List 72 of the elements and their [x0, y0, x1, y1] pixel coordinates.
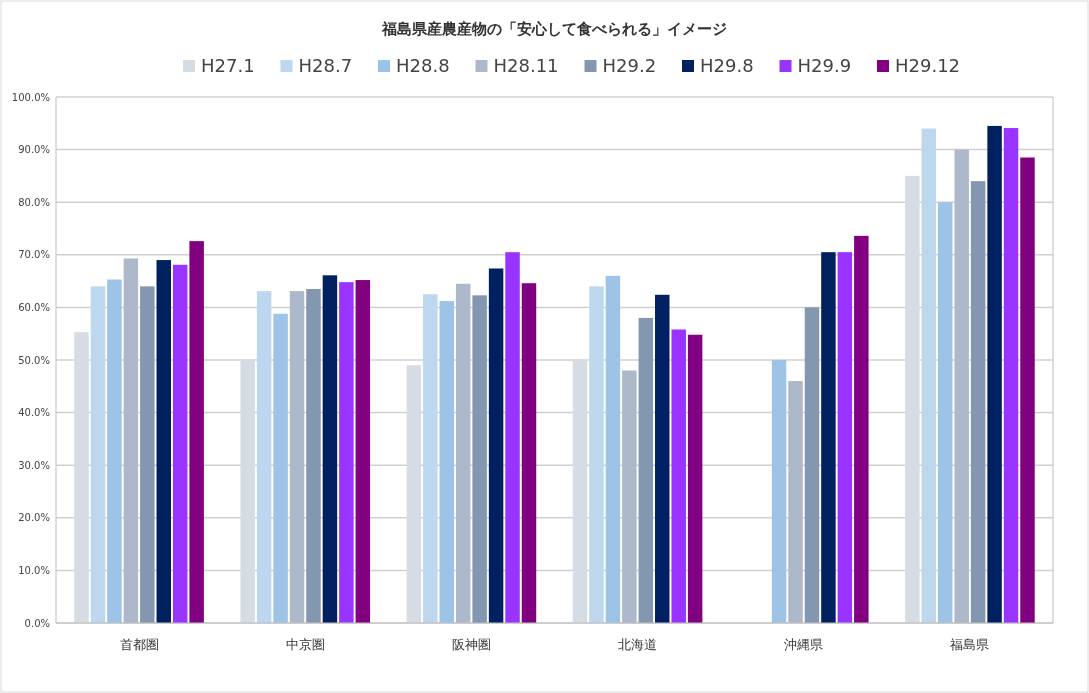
- bar: [837, 252, 853, 623]
- bar: [240, 360, 255, 623]
- bar: [355, 280, 371, 623]
- bar: [788, 381, 803, 623]
- y-tick-label: 10.0%: [18, 564, 50, 576]
- legend-label: H29.2: [602, 55, 657, 77]
- bar: [1003, 128, 1019, 623]
- bar: [107, 279, 122, 623]
- bar: [854, 235, 869, 623]
- bar: [439, 301, 454, 623]
- legend-label: H29.9: [797, 55, 852, 77]
- bar: [488, 268, 504, 623]
- x-tick-label: 中京圏: [285, 637, 325, 652]
- bar: [970, 181, 986, 623]
- y-tick-label: 80.0%: [18, 196, 50, 208]
- y-tick-label: 90.0%: [18, 144, 50, 156]
- y-tick-label: 20.0%: [18, 512, 50, 524]
- bar: [256, 291, 272, 623]
- bar: [289, 291, 305, 623]
- x-tick-label: 沖縄県: [784, 637, 824, 652]
- bar: [804, 307, 820, 623]
- bar: [322, 275, 338, 623]
- bar: [90, 286, 106, 623]
- bar: [306, 288, 321, 623]
- bar: [987, 125, 1002, 623]
- bar: [771, 360, 787, 623]
- y-tick-label: 0.0%: [24, 617, 50, 629]
- bar: [123, 258, 139, 623]
- legend-label: H29.8: [700, 55, 754, 77]
- bar: [140, 286, 155, 623]
- bar: [273, 313, 288, 623]
- y-tick-label: 40.0%: [18, 407, 50, 419]
- x-tick-label: 首都圏: [119, 637, 159, 652]
- bar: [954, 149, 969, 623]
- bar: [589, 286, 604, 623]
- bar: [455, 283, 471, 623]
- bar: [1020, 157, 1035, 623]
- y-tick-label: 50.0%: [18, 354, 50, 366]
- legend-label: H29.12: [895, 55, 961, 77]
- bar: [339, 282, 354, 623]
- y-tick-label: 100.0%: [11, 91, 50, 103]
- bar: [905, 175, 920, 623]
- bar: [622, 370, 637, 623]
- bar: [655, 294, 670, 623]
- x-tick-label: 阪神圏: [451, 637, 491, 652]
- bar: [605, 275, 621, 623]
- y-tick-label: 30.0%: [18, 459, 50, 471]
- bar: [821, 252, 836, 623]
- legend-label: H28.7: [298, 55, 353, 77]
- legend-label: H27.1: [201, 55, 255, 77]
- y-tick-label: 70.0%: [18, 249, 50, 261]
- y-tick-label: 60.0%: [18, 301, 50, 313]
- bar: [189, 241, 204, 623]
- bar: [156, 260, 171, 623]
- bar: [423, 294, 438, 623]
- x-tick-label: 福島県: [950, 637, 990, 652]
- bar: [938, 202, 953, 623]
- bar: [921, 128, 937, 623]
- legend-label: H28.8: [396, 55, 450, 77]
- bar: [472, 295, 487, 623]
- bar: [406, 365, 422, 623]
- bar: [172, 264, 188, 623]
- bar: [505, 252, 520, 623]
- x-tick-label: 北海道: [618, 637, 658, 652]
- bar: [687, 334, 703, 623]
- legend-label: H28.11: [493, 55, 559, 77]
- chart-title: 福島県産農産物の「安心して食べられる」イメージ: [381, 20, 727, 38]
- bar: [572, 360, 588, 623]
- bar: [521, 283, 537, 623]
- bar: [638, 317, 654, 623]
- bar: [74, 332, 89, 623]
- bar: [671, 329, 686, 623]
